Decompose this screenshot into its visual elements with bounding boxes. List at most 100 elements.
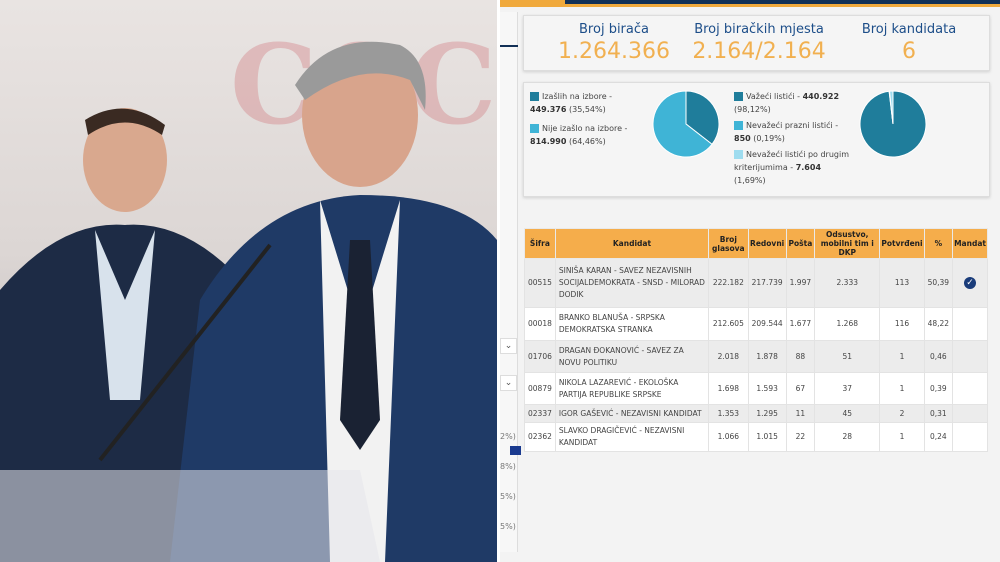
cell-confirmed: 1: [879, 372, 925, 405]
col-votes[interactable]: Broj glasova: [708, 228, 749, 259]
cell-mandate: [952, 307, 988, 341]
col-code[interactable]: Šifra: [524, 228, 556, 259]
col-regular[interactable]: Redovni: [747, 228, 787, 259]
cell-absent: 45: [814, 404, 881, 423]
legend-pct: (0,19%): [753, 134, 785, 143]
cell-absent: 1.268: [814, 307, 881, 341]
legend-label: Nevažeći prazni listići -: [746, 121, 839, 130]
table-row[interactable]: 02337 IGOR GAŠEVIĆ - NEZAVISNI KANDIDAT 1.…: [524, 404, 988, 423]
candidates-table: Šifra Kandidat Broj glasova Redovni Pošt…: [524, 228, 988, 452]
stat-value: 2.164/2.164: [692, 39, 826, 64]
pie-slice[interactable]: [685, 90, 720, 145]
cell-mail: 11: [785, 404, 816, 423]
cell-code: 00018: [524, 307, 556, 341]
cell-regular: 1.295: [747, 404, 787, 423]
legend-value: 814.990: [530, 137, 567, 146]
table-row[interactable]: 00018 BRANKO BLANUŠA - SRPSKA DEMOKRATSKA…: [524, 307, 988, 341]
stat-value: 6: [902, 39, 916, 64]
left-panel-edge: [500, 12, 518, 552]
table-row[interactable]: 01706 DRAGAN ĐOKANOVIĆ - SAVEZ ZA NOVU PO…: [524, 340, 988, 373]
cell-code: 02362: [524, 422, 556, 452]
cell-candidate: DRAGAN ĐOKANOVIĆ - SAVEZ ZA NOVU POLITIK…: [554, 340, 710, 373]
legend-pct: (35,54%): [568, 105, 606, 114]
pie-slice[interactable]: [652, 90, 713, 158]
cell-mandate: [952, 404, 988, 423]
legend-pct: (98,12%): [734, 105, 771, 114]
pie-slice[interactable]: [888, 90, 894, 125]
stat-label: Broj biračkih mjesta: [694, 22, 824, 37]
cell-votes: 1.353: [708, 404, 749, 423]
cell-code: 02337: [524, 404, 556, 423]
legend-item: Važeći listići - 440.922 (98,12%): [734, 90, 849, 116]
cell-candidate: SLAVKO DRAGIČEVIĆ - NEZAVISNI KANDIDAT: [554, 422, 710, 452]
cell-percent: 48,22: [923, 307, 954, 341]
ballots-pie-chart: [859, 90, 927, 158]
cell-confirmed: 1: [879, 340, 925, 373]
legend-item: Nevažeći prazni listići - 850 (0,19%): [734, 119, 849, 145]
cell-mail: 67: [785, 372, 816, 405]
cell-mandate: [952, 372, 988, 405]
active-tab[interactable]: [500, 0, 565, 4]
cell-regular: 1.878: [747, 340, 787, 373]
cell-votes: 2.018: [708, 340, 749, 373]
cell-regular: 1.015: [747, 422, 787, 452]
top-nav-bar: [500, 0, 1000, 7]
ballots-legend: Važeći listići - 440.922 (98,12%) Nevaže…: [734, 90, 849, 187]
turnout-legend: Izašlih na izbore - 449.376 (35,54%) Nij…: [530, 90, 640, 148]
legend-swatch: [510, 446, 521, 455]
legend-swatch: [734, 121, 743, 130]
cell-regular: 1.593: [747, 372, 787, 405]
photo-figures: [0, 41, 497, 562]
col-mandate[interactable]: Mandat: [952, 228, 988, 259]
cell-confirmed: 1: [879, 422, 925, 452]
cell-votes: 212.605: [708, 307, 749, 341]
legend-label: Nije izašlo na izbore -: [542, 124, 628, 133]
cell-votes: 1.066: [708, 422, 749, 452]
legend-swatch: [530, 124, 539, 133]
side-fragment: 5%): [500, 522, 516, 531]
cell-mandate: [952, 340, 988, 373]
cell-candidate: NIKOLA LAZAREVIĆ - EKOLOŠKA PARTIJA REPU…: [554, 372, 710, 405]
legend-label: Važeći listići -: [746, 92, 803, 101]
col-mail[interactable]: Pošta: [785, 228, 816, 259]
cell-absent: 28: [814, 422, 881, 452]
side-fragment: 2%): [500, 432, 516, 441]
legend-value: 850: [734, 134, 751, 143]
cell-confirmed: 116: [879, 307, 925, 341]
cell-mail: 1.677: [785, 307, 816, 341]
left-panel-divider: [500, 45, 518, 47]
dropdown-toggle[interactable]: ⌄: [500, 375, 517, 391]
election-results-page: ⌄ ⌄ 2%) 8%) 5%) 5%) Broj birača 1.264.366…: [500, 0, 1000, 562]
table-row[interactable]: 00879 NIKOLA LAZAREVIĆ - EKOLOŠKA PARTIJA…: [524, 372, 988, 405]
stat-label: Broj birača: [579, 22, 649, 37]
legend-item: Nije izašlo na izbore - 814.990 (64,46%): [530, 122, 640, 148]
col-percent[interactable]: %: [923, 228, 954, 259]
cell-percent: 0,39: [923, 372, 954, 405]
cell-candidate: SINIŠA KARAN - SAVEZ NEZAVISNIH SOCIJALD…: [554, 258, 710, 308]
side-fragment: 8%): [500, 462, 516, 471]
stat-label: Broj kandidata: [861, 22, 957, 37]
legend-label: Nevažeći listići po drugim kriterijumima…: [734, 150, 850, 172]
stat-voters: Broj birača 1.264.366: [539, 22, 689, 64]
charts-card: Izašlih na izbore - 449.376 (35,54%) Nij…: [523, 82, 990, 197]
dropdown-toggle[interactable]: ⌄: [500, 338, 517, 354]
col-confirmed[interactable]: Potvrđeni: [879, 228, 925, 259]
cell-percent: 0,31: [923, 404, 954, 423]
cell-percent: 50,39: [923, 258, 954, 308]
legend-swatch: [734, 92, 743, 101]
table-row[interactable]: 00515 SINIŠA KARAN - SAVEZ NEZAVISNIH SOC…: [524, 258, 988, 308]
turnout-pie-chart: [652, 90, 720, 158]
cell-absent: 37: [814, 372, 881, 405]
col-candidate[interactable]: Kandidat: [554, 228, 710, 259]
side-fragment: 5%): [500, 492, 516, 501]
cell-absent: 51: [814, 340, 881, 373]
cell-confirmed: 113: [879, 258, 925, 308]
legend-value: 449.376: [530, 105, 567, 114]
stat-candidates: Broj kandidata 6: [834, 22, 984, 64]
cell-absent: 2.333: [814, 258, 881, 308]
cell-confirmed: 2: [879, 404, 925, 423]
cell-percent: 0,24: [923, 422, 954, 452]
cell-candidate: BRANKO BLANUŠA - SRPSKA DEMOKRATSKA STRA…: [554, 307, 710, 341]
col-absent[interactable]: Odsustvo, mobilni tim i DKP: [814, 228, 881, 259]
table-row[interactable]: 02362 SLAVKO DRAGIČEVIĆ - NEZAVISNI KANDI…: [524, 422, 988, 452]
